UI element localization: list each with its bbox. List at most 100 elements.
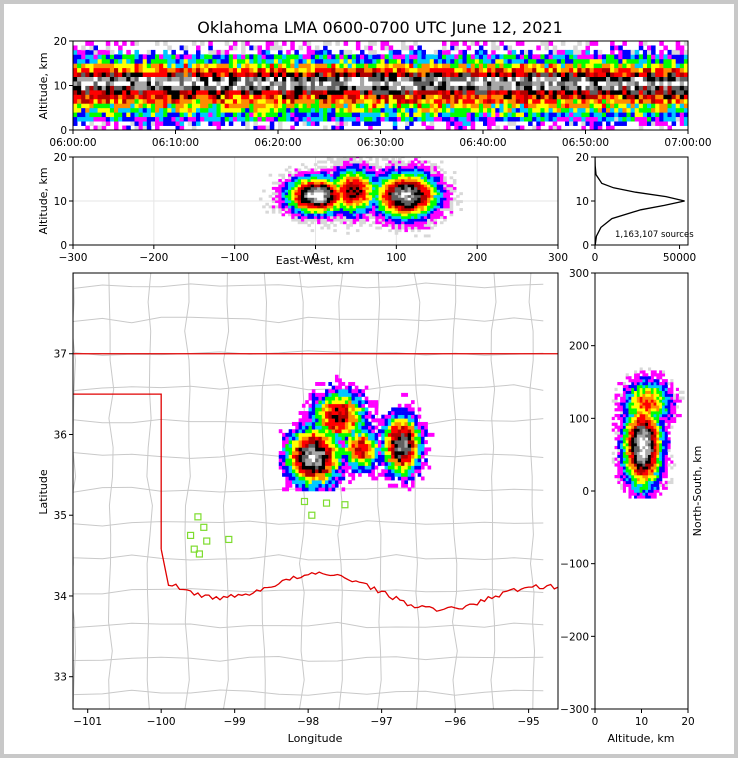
time-height-cell <box>200 67 205 73</box>
east-west-cell <box>433 221 438 225</box>
plan-view-cell <box>311 425 316 430</box>
time-height-cell <box>331 116 336 122</box>
time-height-cell <box>105 67 111 73</box>
time-height-cell <box>618 98 623 104</box>
time-height-cell <box>208 81 213 86</box>
plan-view-cell <box>334 425 339 430</box>
plan-view-cell <box>298 476 303 481</box>
east-west-cell <box>410 200 415 204</box>
east-west-cell <box>313 194 318 198</box>
time-height-cell <box>85 116 90 122</box>
east-west-cell <box>352 165 357 169</box>
plan-view-cell <box>308 480 313 485</box>
time-height-cell <box>196 63 201 69</box>
east-west-cell <box>346 215 350 219</box>
east-west-cell <box>443 171 447 175</box>
east-west-cell <box>410 179 415 182</box>
east-west-cell <box>300 171 305 175</box>
east-west-cell <box>330 176 334 180</box>
time-height-cell <box>659 94 664 100</box>
plan-view-cell <box>414 425 418 430</box>
plan-view-cell <box>358 451 362 455</box>
plan-view-cell <box>321 451 326 455</box>
time-height-cell <box>122 41 127 46</box>
time-height-cell <box>146 58 152 64</box>
plan-view-cell <box>298 425 303 430</box>
east-west-cell <box>385 215 389 219</box>
east-west-cell <box>339 168 344 172</box>
time-height-cell <box>622 107 627 113</box>
east-west-cell <box>378 221 383 225</box>
time-height-cell <box>290 45 295 51</box>
plan-view-cell <box>424 432 428 437</box>
east-west-cell <box>284 210 289 214</box>
plan-view-cell <box>377 458 382 463</box>
plan-view-cell <box>288 458 293 463</box>
plan-view-cell <box>334 476 339 481</box>
east-west-cell <box>317 202 321 206</box>
plan-view-cell <box>351 425 356 430</box>
plan-view-cell <box>397 472 402 477</box>
east-west-cell <box>346 189 350 193</box>
east-west-cell <box>333 197 337 201</box>
time-height-cell <box>528 63 533 69</box>
east-west-cell <box>359 168 363 172</box>
time-height-cell <box>171 67 176 73</box>
plan-view-cell <box>401 443 405 448</box>
east-west-cell <box>320 189 324 193</box>
plan-view-cell <box>417 465 422 470</box>
time-height-cell <box>351 54 357 60</box>
east-west-cell <box>391 197 396 201</box>
time-height-cell <box>425 116 431 122</box>
time-height-cell <box>483 54 488 60</box>
time-height-cell <box>142 89 148 95</box>
time-height-cell <box>114 76 119 82</box>
time-height-cell <box>532 81 537 86</box>
plan-view-cell <box>394 458 399 463</box>
time-height-cell <box>269 72 275 77</box>
time-height-cell <box>200 81 205 86</box>
time-height-cell <box>253 81 258 86</box>
east-west-cell <box>304 165 308 169</box>
plan-view-cell <box>315 403 319 408</box>
time-height-cell <box>450 103 455 109</box>
time-height-cell <box>487 121 492 126</box>
time-height-cell <box>109 58 115 64</box>
time-height-cell <box>89 103 94 109</box>
time-height-cell <box>265 45 271 51</box>
plan-view-ylabel: Latitude <box>37 469 50 515</box>
plan-view-cell <box>371 414 375 419</box>
time-height-cell <box>548 63 554 69</box>
east-west-cell <box>407 160 412 164</box>
time-height-cell <box>421 67 426 73</box>
plan-view-cell <box>311 436 316 441</box>
east-west-cell <box>359 171 363 175</box>
east-west-xlabel: East-West, km <box>276 254 354 267</box>
time-height-cell <box>532 67 537 73</box>
time-height-cell <box>610 85 615 91</box>
plan-view-cell <box>295 432 299 437</box>
time-height-cell <box>232 116 238 122</box>
plan-view-cell <box>387 465 392 470</box>
plan-view-cell <box>374 440 379 445</box>
time-height-cell <box>114 81 119 86</box>
east-west-cell <box>362 184 366 188</box>
time-height-cell <box>610 125 615 130</box>
time-height-cell <box>663 112 668 118</box>
time-height-cell <box>634 49 640 55</box>
time-height-cell <box>208 49 213 55</box>
time-height-cell <box>335 58 340 64</box>
time-height-cell <box>392 89 398 95</box>
time-height-cell <box>323 58 328 64</box>
time-height-cell <box>585 49 590 55</box>
time-height-cell <box>212 85 217 91</box>
east-west-cell <box>388 202 392 206</box>
east-west-cell <box>391 200 396 204</box>
east-west-cell <box>310 200 315 204</box>
time-height-cell <box>519 49 525 55</box>
time-height-cell <box>401 85 406 91</box>
time-height-cell <box>155 125 160 130</box>
time-height-cell <box>261 54 267 60</box>
east-west-cell <box>349 184 353 188</box>
time-height-cell <box>638 98 644 104</box>
